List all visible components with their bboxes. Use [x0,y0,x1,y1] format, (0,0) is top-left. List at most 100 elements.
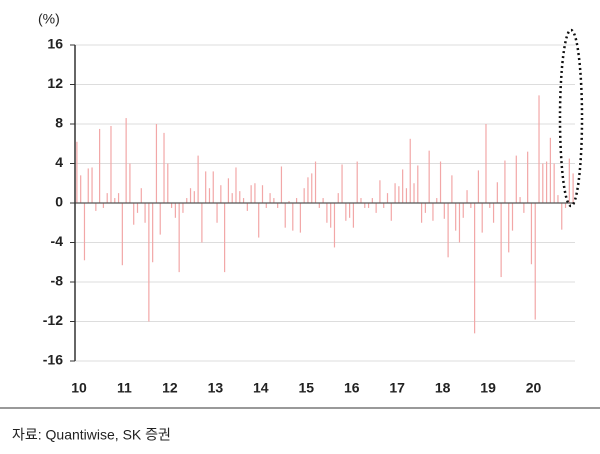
source-note: 자료: Quantiwise, SK 증권 [12,427,171,443]
bar [496,182,498,203]
bar [163,132,165,203]
bar [428,150,430,203]
bar [186,198,188,203]
x-tick-label: 12 [162,380,178,396]
bar [170,203,173,208]
bar [545,161,548,203]
bar [386,193,389,203]
y-tick-label: 0 [55,194,63,210]
bar [280,166,283,203]
x-tick-label: 11 [117,380,132,396]
bar [129,163,131,203]
bar [273,198,275,203]
y-unit-label: (%) [38,11,60,27]
bar [318,203,320,208]
bar [102,203,105,208]
y-tick-label: -4 [51,233,64,249]
bar [148,203,150,322]
bar [489,203,491,208]
bar [394,183,396,203]
bar [481,203,483,233]
x-tick-label: 10 [71,380,87,396]
y-tick-label: -8 [51,273,64,289]
bar [99,128,101,203]
bar [110,125,112,203]
bar [133,203,135,225]
bar [409,138,411,203]
y-tick-label: 12 [47,75,63,91]
bar [224,203,226,273]
bar [549,137,551,203]
bar [436,198,438,203]
bar [508,203,510,253]
bar [307,177,309,203]
bar [564,203,567,208]
y-tick-label: 4 [55,154,63,170]
bar [106,193,108,203]
bar [288,201,290,203]
bar [455,203,457,231]
bar [83,203,86,261]
bar [466,190,468,203]
bar [136,203,139,213]
bar [246,203,248,211]
bar [295,198,298,203]
bar [439,161,442,203]
x-tick-label: 18 [435,380,451,396]
bar [375,203,377,213]
bar [303,188,305,203]
bar [443,203,445,219]
bar [311,173,313,203]
bar [398,186,400,203]
x-tick-label: 17 [389,380,405,396]
bar [534,203,536,320]
bar [477,170,480,203]
bar [193,191,195,203]
bar [356,161,358,203]
bar [140,188,142,203]
bar [205,171,207,203]
bar [542,163,544,203]
bar [432,203,434,221]
bar [235,167,237,203]
bar [326,203,328,223]
bar [212,171,214,203]
bar [178,203,180,273]
bar [197,155,199,203]
bar [208,188,211,203]
bar [371,198,373,203]
bar [337,193,339,203]
x-tick-label: 14 [253,380,269,396]
bar [239,191,241,203]
bar [216,203,218,223]
bar [360,198,362,203]
bar [379,180,381,203]
y-tick-label: 16 [47,36,63,52]
bar [568,158,570,203]
x-tick-label: 20 [526,380,542,396]
bar [159,203,161,235]
bar [492,203,495,223]
bar [314,161,317,203]
y-tick-label: 8 [55,115,63,131]
bar [250,185,252,203]
bar [352,203,355,228]
bar [333,203,336,248]
bar [227,178,230,203]
bar [390,203,392,221]
bar [254,183,256,203]
bar [95,203,97,211]
bar [231,193,233,203]
bar [515,155,517,203]
bar [80,175,82,203]
bar [485,124,487,203]
bar [527,151,529,203]
bar [557,195,559,203]
bar [299,203,301,233]
bar [182,203,184,213]
y-tick-label: -12 [43,312,63,328]
bar [76,141,78,203]
bar [292,203,294,231]
bar [530,203,533,265]
bar [420,203,423,223]
